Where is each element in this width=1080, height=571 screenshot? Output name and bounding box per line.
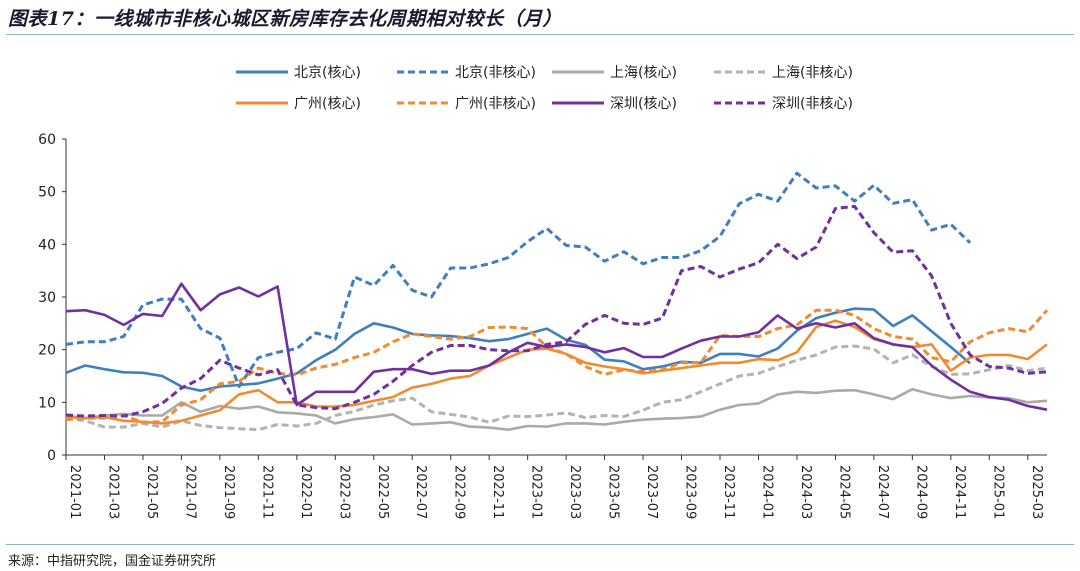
x-tick-label: 2024-07 [875, 465, 890, 519]
y-tick-label: 20 [38, 343, 56, 359]
legend-label-1: 北京(核心) [294, 65, 361, 81]
x-tick-label: 2022-07 [413, 465, 428, 519]
line-chart: 北京(核心) 北京(非核心) 上海(核心) 上海(非核心) 广州(核心) 广州(非核心) 深… [38, 65, 1049, 519]
legend-label-8: 深圳(非核心) [772, 96, 853, 112]
x-tick-label: 2021-01 [67, 465, 82, 519]
x-tick-label: 2024-09 [913, 465, 928, 519]
source-note: 来源：中指研究院，国金证券研究所 [8, 554, 217, 569]
y-tick-label: 40 [38, 237, 56, 253]
series-line-4 [65, 344, 1048, 432]
legend-label-6: 广州(非核心) [455, 96, 536, 112]
y-tick-label: 0 [47, 448, 56, 464]
x-tick-label: 2023-03 [567, 465, 582, 519]
x-tick-label: 2022-09 [452, 465, 467, 519]
x-tick-label: 2023-07 [644, 465, 659, 519]
series-line-7 [65, 282, 1048, 411]
chart-title: 图表17：一线城市非核心城区新房库存去化周期相对较长（月） [8, 8, 562, 30]
x-tick-label: 2021-03 [105, 465, 120, 519]
y-tick-label: 10 [38, 395, 56, 411]
y-tick-label: 30 [38, 290, 56, 306]
legend-label-3: 上海(核心) [610, 65, 677, 81]
x-tick-label: 2024-05 [836, 465, 851, 519]
chart-legend: 北京(核心) 北京(非核心) 上海(核心) 上海(非核心) 广州(核心) 广州(非核心) 深… [236, 65, 853, 112]
x-tick-label: 2025-03 [1029, 465, 1044, 519]
x-tick-label: 2023-11 [721, 465, 736, 519]
legend-label-4: 上海(非核心) [772, 65, 853, 81]
x-tick-label: 2023-01 [529, 465, 544, 519]
legend-label-2: 北京(非核心) [455, 65, 536, 81]
title-divider [6, 34, 1074, 35]
x-tick-label: 2021-07 [182, 465, 197, 519]
series-line-1 [65, 307, 971, 392]
legend-label-7: 深圳(核心) [610, 96, 677, 112]
x-tick-label: 2022-05 [375, 465, 390, 519]
x-tick-label: 2021-09 [221, 465, 236, 519]
y-tick-label: 60 [38, 132, 56, 148]
x-tick-label: 2022-01 [298, 465, 313, 519]
x-tick-label: 2025-01 [990, 465, 1005, 519]
x-tick-label: 2021-11 [259, 465, 274, 519]
series-line-8 [65, 204, 1048, 418]
footer-divider [6, 544, 1074, 545]
x-tick-label: 2021-05 [144, 465, 159, 519]
x-tick-label: 2024-01 [759, 465, 774, 519]
series-line-3 [65, 387, 1048, 431]
x-tick-label: 2024-11 [952, 465, 967, 519]
x-tick-label: 2023-09 [683, 465, 698, 519]
chart-series [65, 171, 1049, 432]
x-tick-label: 2022-03 [336, 465, 351, 519]
x-tick-label: 2022-11 [490, 465, 505, 519]
legend-label-5: 广州(核心) [294, 96, 361, 112]
y-tick-label: 50 [38, 185, 56, 201]
series-line-6 [65, 308, 1049, 424]
x-tick-label: 2024-03 [798, 465, 813, 519]
chart-axes: 0 10 20 30 40 50 60 2021-01 2021-03 2021-05 2021-0… [38, 132, 1047, 519]
series-line-2 [65, 171, 972, 388]
x-tick-label: 2023-05 [606, 465, 621, 519]
